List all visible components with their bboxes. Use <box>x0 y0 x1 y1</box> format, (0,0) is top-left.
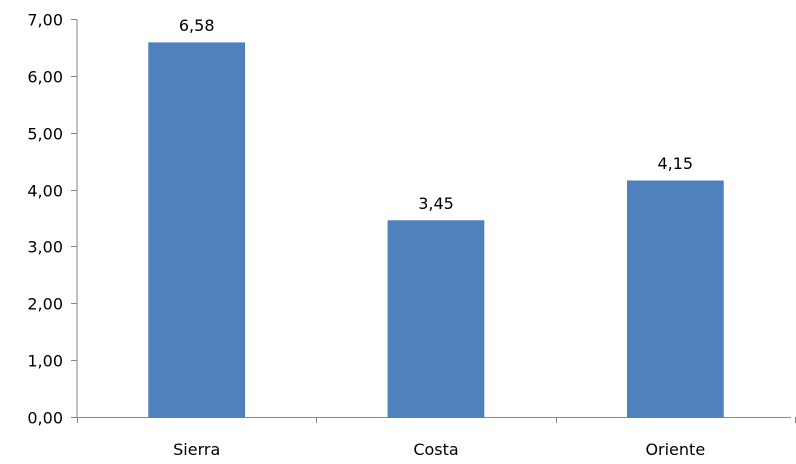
data-label-oriente: 4,15 <box>657 154 693 173</box>
bars <box>148 42 724 418</box>
x-category-label: Sierra <box>173 440 220 459</box>
data-labels: 6,58 3,45 4,15 <box>179 16 693 213</box>
data-label-costa: 3,45 <box>418 194 454 213</box>
y-axis: 0,00 1,00 2,00 3,00 4,00 5,00 6,00 7,00 <box>27 11 78 428</box>
x-category-label: Oriente <box>645 440 705 459</box>
x-axis: Sierra Costa Oriente <box>77 417 796 459</box>
y-tick-label: 4,00 <box>27 182 63 201</box>
y-tick-label: 6,00 <box>27 68 63 87</box>
y-tick-label: 0,00 <box>27 409 63 428</box>
x-category-label: Costa <box>413 440 458 459</box>
y-tick-label: 7,00 <box>27 11 63 30</box>
y-tick-label: 3,00 <box>27 238 63 257</box>
bar-sierra <box>148 42 245 418</box>
y-tick-label: 1,00 <box>27 352 63 371</box>
y-tick-label: 5,00 <box>27 125 63 144</box>
data-label-sierra: 6,58 <box>179 16 215 35</box>
y-tick-label: 2,00 <box>27 295 63 314</box>
bar-oriente <box>627 180 724 418</box>
bar-costa <box>387 220 485 418</box>
